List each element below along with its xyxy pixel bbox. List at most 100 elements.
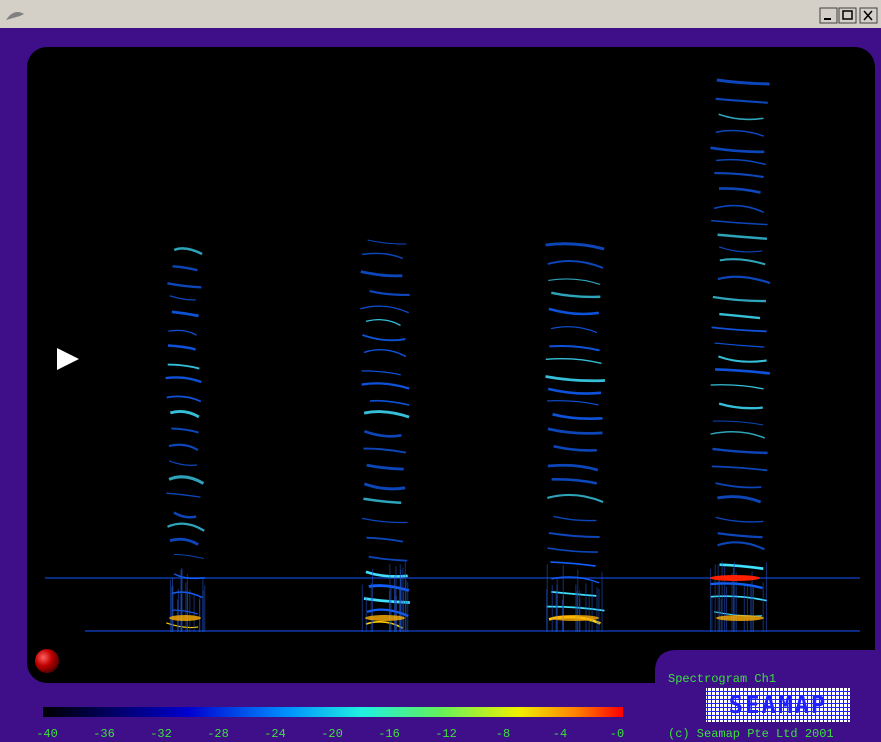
colorbar-tick-label: -40 <box>36 727 58 741</box>
harmonic-stroke <box>545 375 606 383</box>
harmonic-stroke <box>550 561 596 567</box>
harmonic-stroke <box>716 158 766 166</box>
hot-spot <box>551 615 599 621</box>
harmonic-stroke <box>712 447 768 455</box>
harmonic-stroke <box>363 447 407 454</box>
colorbar-tick-label: -8 <box>496 727 510 741</box>
harmonic-stroke <box>363 410 410 419</box>
harmonic-stroke <box>716 78 770 86</box>
app-icon <box>6 12 24 20</box>
harmonic-stroke <box>711 465 768 472</box>
hot-spot <box>710 575 760 581</box>
harmonic-stroke <box>553 445 597 452</box>
copyright: (c) Seamap Pte Ltd 2001 <box>668 727 834 741</box>
harmonic-stroke <box>718 355 767 363</box>
colorbar-tick-label: -36 <box>93 727 115 741</box>
harmonic-stroke <box>548 307 600 316</box>
harmonic-stroke <box>369 289 410 297</box>
harmonic-stroke <box>362 334 406 342</box>
colorbar-tick-label: -20 <box>321 727 343 741</box>
harmonic-stroke <box>547 493 604 503</box>
harmonic-stroke <box>167 282 202 289</box>
harmonic-stroke <box>715 482 762 489</box>
harmonic-stroke <box>169 410 200 419</box>
hot-spot <box>716 615 764 621</box>
harmonic-stroke <box>361 370 401 376</box>
colorbar-ticks: -40 -36 -32 -28 -24 -20 -16 -12 -8 -4 -0 <box>36 727 624 741</box>
harmonic-stroke <box>365 319 401 326</box>
harmonic-stroke <box>547 427 603 435</box>
harmonic-stroke <box>363 497 402 504</box>
harmonic-stroke <box>712 420 764 426</box>
harmonic-stroke <box>173 247 203 256</box>
harmonic-stroke <box>718 187 761 194</box>
harmonic-stroke <box>546 605 605 612</box>
harmonic-stroke <box>366 608 409 617</box>
harmonic-stroke <box>714 172 764 179</box>
harmonic-stroke <box>547 463 599 472</box>
harmonic-stroke <box>172 265 198 272</box>
harmonic-stroke <box>169 295 196 301</box>
harmonic-stroke <box>715 129 765 137</box>
harmonic-stroke <box>549 344 600 352</box>
harmonic-stroke <box>167 344 196 351</box>
spectrogram-image <box>45 78 860 632</box>
window-buttons[interactable] <box>819 7 878 24</box>
colorbar-tick-label: -28 <box>207 727 229 741</box>
harmonic-stroke <box>551 291 601 299</box>
harmonic-stroke <box>365 570 408 578</box>
harmonic-stroke <box>168 460 198 466</box>
harmonic-stroke <box>171 427 199 434</box>
maximize-glyph <box>842 10 853 20</box>
harmonic-stroke <box>547 400 599 406</box>
hot-spot <box>169 615 201 621</box>
harmonic-stroke <box>714 342 765 348</box>
harmonic-stroke <box>168 443 199 451</box>
channel-label: Spectrogram Ch1 <box>668 672 776 686</box>
colorbar-tick-label: -16 <box>378 727 400 741</box>
harmonic-stroke <box>710 384 764 390</box>
harmonic-stroke <box>547 387 602 395</box>
title-bar <box>0 0 881 28</box>
harmonic-stroke <box>168 475 205 485</box>
harmonic-stroke <box>167 363 200 370</box>
harmonic-stroke <box>711 219 768 226</box>
harmonic-stroke <box>717 275 771 285</box>
harmonic-stroke <box>366 536 404 543</box>
harmonic-stroke <box>551 590 597 597</box>
harmonic-stroke <box>719 563 764 571</box>
harmonic-stroke <box>171 310 199 318</box>
harmonic-stroke <box>361 517 408 524</box>
harmonic-stroke <box>360 270 403 278</box>
harmonic-stroke <box>363 482 406 491</box>
harmonic-stroke <box>719 258 766 266</box>
harmonic-stroke <box>718 246 763 253</box>
colorbar-tick-label: -32 <box>150 727 172 741</box>
harmonic-stroke <box>551 477 598 485</box>
harmonic-stroke <box>717 495 762 504</box>
harmonic-stroke <box>172 609 199 615</box>
harmonic-stroke <box>169 537 199 546</box>
logo-text: SEAMAP <box>729 691 828 719</box>
harmonic-stroke <box>361 252 404 260</box>
harmonic-stroke <box>367 239 407 245</box>
harmonic-stroke <box>719 312 761 320</box>
harmonic-stroke <box>717 532 763 539</box>
harmonic-stroke <box>168 329 197 336</box>
harmonic-stroke <box>713 204 765 214</box>
logo-box <box>706 688 850 722</box>
record-indicator[interactable] <box>35 649 59 673</box>
harmonic-stroke <box>545 242 605 251</box>
harmonic-stroke <box>715 97 768 104</box>
harmonic-stroke <box>167 522 205 532</box>
colorbar <box>43 707 623 717</box>
harmonic-stroke <box>550 326 598 334</box>
harmonic-stroke <box>361 382 410 390</box>
harmonic-stroke <box>551 576 600 584</box>
minimize-button[interactable] <box>819 7 838 24</box>
play-button[interactable] <box>57 348 79 370</box>
harmonic-stroke <box>363 430 402 438</box>
harmonic-stroke <box>710 431 766 439</box>
